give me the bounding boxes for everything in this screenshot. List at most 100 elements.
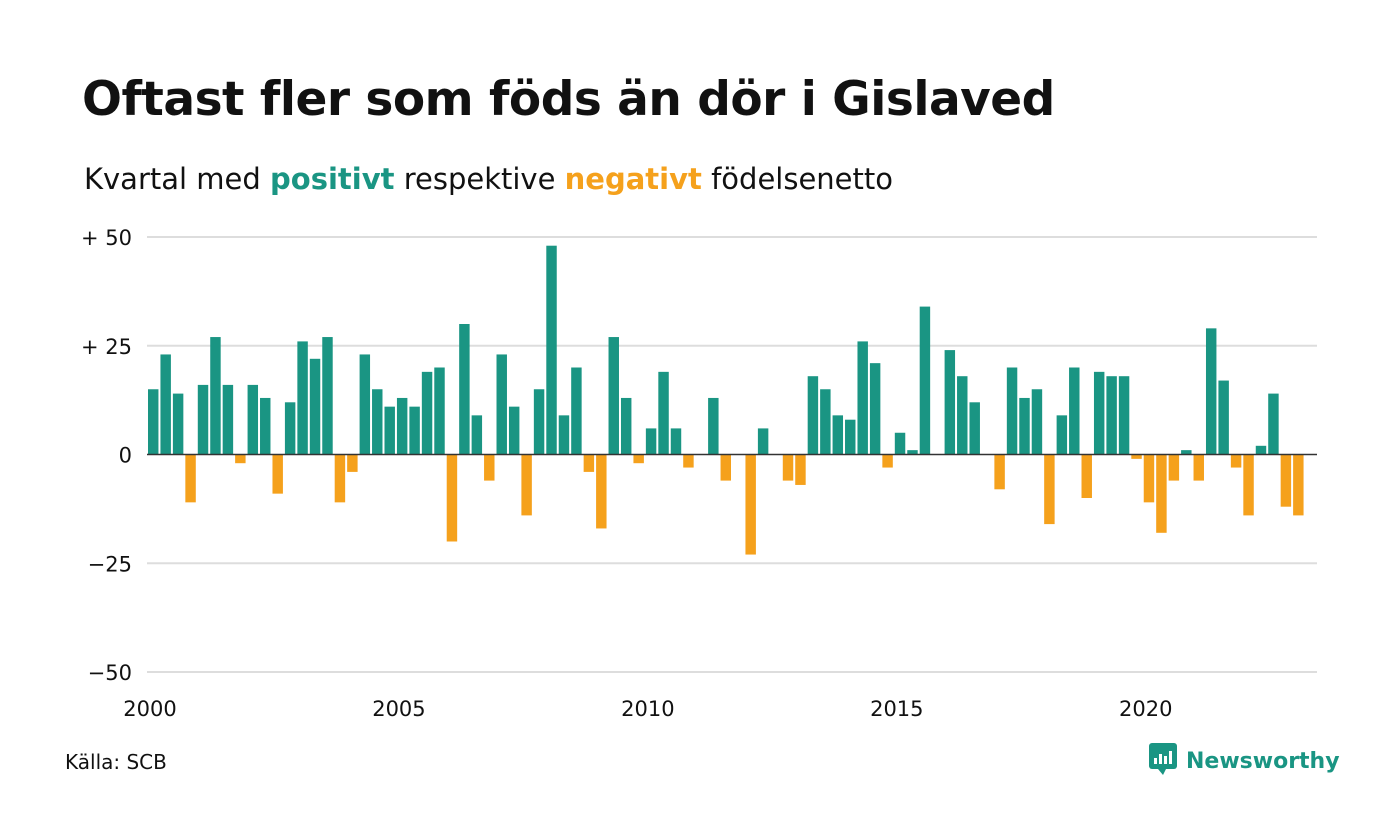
- bar-2017-q4: [1031, 389, 1043, 455]
- bar-2018-q3: [1069, 367, 1080, 455]
- bar-2014-q3: [869, 363, 881, 455]
- bar-2003-q1: [297, 341, 308, 455]
- bar-2006-q1: [446, 454, 458, 542]
- y-tick-label: −25: [88, 552, 132, 576]
- bar-2021-q3: [1218, 380, 1229, 455]
- bar-2016-q2: [957, 376, 968, 455]
- bar-2004-q3: [372, 389, 383, 455]
- bar-2013-q1: [795, 454, 806, 485]
- bar-2022-q1: [1243, 454, 1254, 516]
- bar-2005-q1: [396, 397, 408, 455]
- bar-2011-q2: [708, 397, 719, 455]
- subtitle-middle: respektive: [394, 162, 565, 196]
- x-tick-label: 2000: [123, 697, 176, 721]
- bar-2009-q3: [620, 397, 632, 455]
- bar-2000-q4: [185, 454, 196, 503]
- bar-2005-q2: [409, 406, 420, 455]
- bar-2016-q1: [944, 350, 956, 455]
- y-tick-label: + 50: [81, 226, 132, 250]
- bar-2019-q2: [1106, 376, 1117, 455]
- source-note: Källa: SCB: [65, 750, 167, 774]
- bar-2004-q1: [347, 454, 358, 472]
- bar-2002-q2: [260, 397, 271, 455]
- bar-2007-q3: [521, 454, 532, 516]
- bar-2000-q3: [172, 393, 184, 455]
- subtitle-negative: negativt: [564, 162, 702, 196]
- bar-2009-q1: [596, 454, 607, 529]
- bar-2008-q4: [583, 454, 595, 472]
- bar-2001-q4: [235, 454, 246, 464]
- bar-2006-q4: [484, 454, 495, 481]
- bar-2002-q1: [247, 384, 259, 455]
- bar-2009-q4: [633, 454, 644, 464]
- bar-2013-q2: [807, 376, 819, 455]
- bar-2009-q2: [608, 337, 619, 455]
- bar-2001-q1: [197, 384, 209, 455]
- bar-2013-q4: [832, 415, 844, 455]
- bar-2020-q3: [1168, 454, 1180, 481]
- bar-2001-q2: [210, 337, 221, 455]
- bar-2007-q2: [508, 406, 520, 455]
- bar-2010-q3: [670, 428, 682, 455]
- bar-2021-q1: [1193, 454, 1204, 481]
- bar-2000-q2: [160, 354, 171, 455]
- bar-2010-q1: [645, 428, 657, 455]
- bar-2005-q4: [434, 367, 445, 455]
- bar-2019-q3: [1118, 376, 1130, 455]
- bar-2007-q4: [533, 389, 545, 455]
- brand-name: Newsworthy: [1186, 748, 1340, 774]
- brand-logo[interactable]: Newsworthy: [1148, 742, 1340, 780]
- bar-2014-q1: [845, 419, 856, 455]
- bar-2018-q2: [1056, 415, 1068, 455]
- bar-2015-q3: [919, 306, 931, 455]
- subtitle-positive: positivt: [270, 162, 395, 196]
- y-tick-label: 0: [119, 444, 132, 468]
- bar-2016-q3: [969, 402, 980, 455]
- bar-2019-q1: [1093, 371, 1105, 455]
- y-axis-ticks: + 50 + 25 0 −25 −50: [81, 226, 132, 685]
- y-tick-label: −50: [88, 661, 132, 685]
- newsworthy-logo-icon: [1148, 742, 1178, 780]
- bar-2005-q3: [421, 371, 433, 455]
- bar-2006-q2: [459, 324, 470, 455]
- bar-chart: + 50 + 25 0 −25 −50 2000 2005 2010 2015 2020: [81, 226, 1317, 721]
- bar-2012-q2: [757, 428, 769, 455]
- bar-2003-q2: [309, 358, 321, 455]
- x-tick-label: 2005: [372, 697, 425, 721]
- bar-2004-q4: [384, 406, 395, 455]
- bar-2017-q3: [1019, 397, 1030, 455]
- bar-2014-q2: [857, 341, 868, 455]
- x-tick-label: 2020: [1119, 697, 1172, 721]
- bar-2008-q2: [558, 415, 570, 455]
- x-tick-label: 2010: [621, 697, 674, 721]
- grid-lines: [147, 236, 1317, 673]
- chart-title: Oftast fler som föds än dör i Gislaved: [82, 72, 1055, 127]
- bar-2014-q4: [882, 454, 893, 468]
- bar-2017-q2: [1006, 367, 1018, 455]
- subtitle-prefix: Kvartal med: [84, 162, 271, 196]
- bar-2022-q2: [1255, 445, 1267, 455]
- bar-2003-q3: [322, 337, 333, 455]
- bar-2020-q2: [1156, 454, 1167, 533]
- bar-2006-q3: [471, 415, 483, 455]
- bar-2023-q1: [1293, 454, 1304, 516]
- bar-2018-q4: [1081, 454, 1092, 498]
- bar-2021-q2: [1205, 328, 1217, 455]
- bar-2011-q3: [720, 454, 731, 481]
- bar-2022-q4: [1280, 454, 1292, 507]
- bar-2012-q1: [745, 454, 756, 555]
- bar-2012-q4: [782, 454, 794, 481]
- bar-2010-q4: [683, 454, 694, 468]
- bar-2021-q4: [1230, 454, 1242, 468]
- chart-subtitle: Kvartal med positivt respektive negativt…: [84, 162, 893, 196]
- bar-2008-q3: [571, 367, 582, 455]
- bar-2020-q1: [1143, 454, 1155, 503]
- bar-2001-q3: [222, 384, 234, 455]
- bar-2013-q3: [820, 389, 831, 455]
- bar-2000-q1: [148, 389, 159, 455]
- bar-2015-q2: [907, 450, 918, 455]
- bar-2020-q4: [1181, 450, 1192, 455]
- bar-2022-q3: [1268, 393, 1279, 455]
- bar-2007-q1: [496, 354, 507, 455]
- x-axis-ticks: 2000 2005 2010 2015 2020: [123, 697, 1172, 721]
